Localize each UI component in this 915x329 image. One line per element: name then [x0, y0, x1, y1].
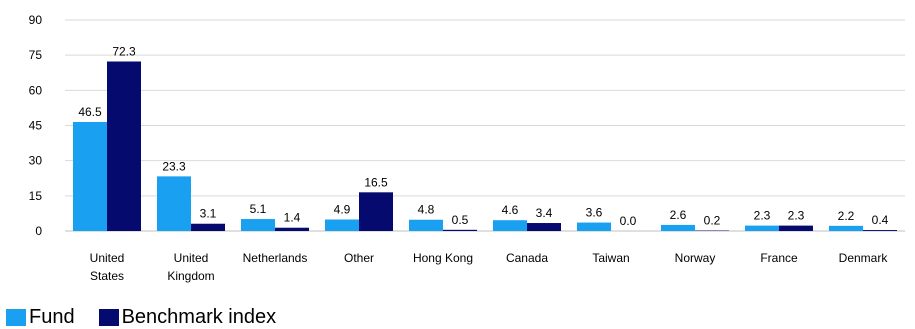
legend-item-fund: Fund: [6, 306, 75, 329]
legend-label-fund: Fund: [29, 306, 75, 328]
data-labels: 46.5 23.3 5.1 4.9 4.8 4.6 3.6 2.6 2.3 2.2 72.3 3.1 1…: [78, 44, 888, 228]
data-label: 4.6: [502, 203, 519, 217]
data-label: 2.3: [788, 209, 805, 223]
x-tick-label: Denmark: [839, 251, 889, 265]
bar-fund: [325, 219, 359, 231]
data-label: 0.4: [872, 213, 889, 227]
x-tick-label: Netherlands: [243, 251, 308, 265]
bar-benchmark: [779, 225, 813, 231]
bar-fund: [661, 224, 695, 231]
data-label: 0.5: [452, 213, 469, 227]
bars: [73, 61, 897, 231]
x-tick-label: United States: [90, 251, 125, 283]
bar-fund: [493, 220, 527, 231]
x-tick-label: Taiwan: [592, 251, 629, 265]
data-label: 1.4: [284, 211, 301, 225]
y-tick-label: 60: [29, 83, 43, 97]
y-axis: 0 15 30 45 60 75 90: [29, 13, 43, 238]
bar-benchmark: [443, 229, 477, 231]
legend: Fund Benchmark index: [6, 306, 300, 329]
data-label: 0.0: [620, 214, 637, 228]
data-label: 4.9: [334, 203, 351, 217]
legend-swatch-fund: [6, 309, 26, 326]
y-tick-label: 90: [29, 13, 43, 27]
data-label: 16.5: [364, 175, 388, 189]
data-label: 23.3: [162, 159, 186, 173]
bar-benchmark: [107, 61, 141, 231]
data-label: 2.3: [754, 209, 771, 223]
bar-benchmark: [527, 223, 561, 231]
bar-fund: [577, 222, 611, 231]
y-tick-label: 45: [29, 119, 43, 133]
bar-fund: [745, 225, 779, 231]
bar-fund: [73, 121, 107, 231]
y-tick-label: 75: [29, 48, 43, 62]
legend-label-benchmark: Benchmark index: [121, 306, 277, 328]
bar-benchmark: [191, 223, 225, 231]
data-label: 4.8: [418, 203, 435, 217]
data-label: 2.2: [838, 209, 855, 223]
x-tick-label: Hong Kong: [413, 251, 473, 265]
x-tick-label: United Kingdom: [167, 251, 214, 283]
data-label: 3.4: [536, 206, 553, 220]
bar-chart: 0 15 30 45 60 75 90 46.5 23.3 5.1 4.9 4.8 4.6 3.6 2.6…: [29, 13, 905, 283]
bar-benchmark: [275, 227, 309, 231]
data-label: 3.6: [586, 206, 603, 220]
gridlines: [65, 19, 905, 232]
bar-fund: [157, 176, 191, 231]
legend-swatch-benchmark: [98, 309, 119, 326]
data-label: 0.2: [704, 214, 721, 228]
x-tick-label: Norway: [675, 251, 716, 265]
data-label: 72.3: [112, 44, 136, 58]
data-label: 2.6: [670, 208, 687, 222]
y-tick-label: 0: [35, 224, 42, 238]
bar-benchmark: [863, 230, 897, 231]
data-label: 46.5: [78, 105, 102, 119]
bar-fund: [829, 225, 863, 231]
data-label: 3.1: [200, 207, 217, 221]
y-tick-label: 30: [29, 154, 43, 168]
bar-fund: [409, 219, 443, 231]
x-tick-label: France: [760, 251, 798, 265]
legend-item-benchmark: Benchmark index: [98, 306, 277, 329]
x-axis: United States United Kingdom Netherlands Othe…: [90, 251, 889, 283]
data-label: 5.1: [250, 202, 267, 216]
x-tick-label: Canada: [506, 251, 548, 265]
y-tick-label: 15: [29, 189, 43, 203]
bar-benchmark: [359, 192, 393, 231]
x-tick-label: Other: [344, 251, 374, 265]
bar-fund: [241, 219, 275, 231]
